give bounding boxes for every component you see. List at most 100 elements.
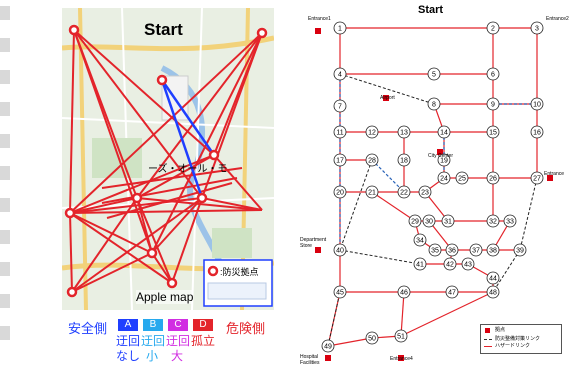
network-node-label: 10 <box>533 102 541 109</box>
label-entrance-right: Entrance <box>544 171 565 177</box>
network-node <box>333 185 347 199</box>
network-node-label: 44 <box>489 276 497 283</box>
network-node-label: 1 <box>338 26 342 33</box>
network-node-label: 19 <box>440 158 448 165</box>
hub-marker <box>547 175 553 181</box>
network-node <box>427 97 441 111</box>
label-entrance1: Entrance1 <box>308 16 331 22</box>
network-node <box>408 214 422 228</box>
network-node-label: 29 <box>411 219 419 226</box>
safe-side-label: 安全側 <box>68 321 108 336</box>
network-node <box>445 285 459 299</box>
danger-side-label: 危険側 <box>226 321 266 336</box>
network-node <box>333 285 347 299</box>
network-node-label: 15 <box>489 130 497 137</box>
network-link <box>339 249 421 265</box>
network-link <box>400 291 405 337</box>
level-a-line2: なし <box>116 349 141 363</box>
network-node-label: 18 <box>400 158 408 165</box>
network-node-label: 14 <box>440 130 448 137</box>
network-node <box>333 67 347 81</box>
network-node-label: 27 <box>533 176 541 183</box>
network-node <box>365 331 379 345</box>
network-node <box>486 67 500 81</box>
network-node-label: 39 <box>516 248 524 255</box>
map-legend-text: :防災拠点 <box>220 267 259 277</box>
margin-stripe <box>0 230 10 244</box>
network-node <box>530 97 544 111</box>
level-d-swatch: D <box>193 319 213 331</box>
network-node-label: 22 <box>400 190 408 197</box>
hub-marker <box>383 95 389 101</box>
network-node-label: 17 <box>336 158 344 165</box>
network-node <box>333 125 347 139</box>
network-node-label: 26 <box>489 176 497 183</box>
network-node <box>486 171 500 185</box>
label-entrance4: Entrance4 <box>390 356 413 362</box>
solid-line-icon <box>484 346 492 347</box>
margin-stripe <box>0 262 10 276</box>
label-department-store: Department Store <box>300 237 327 249</box>
network-node <box>486 21 500 35</box>
network-node <box>455 171 469 185</box>
network-node-label: 7 <box>338 104 342 111</box>
level-a-swatch: A <box>118 319 138 331</box>
hub-marker <box>398 355 404 361</box>
network-node-label: 4 <box>338 72 342 79</box>
hub-marker <box>315 28 321 34</box>
network-node <box>394 329 408 343</box>
network-node <box>437 153 451 167</box>
network-node <box>486 97 500 111</box>
network-node <box>486 243 500 257</box>
network-node-label: 50 <box>368 336 376 343</box>
hub-marker <box>315 247 321 253</box>
map-place-label: ーズ・オール・モ <box>148 164 228 175</box>
level-b-swatch: B <box>143 319 163 331</box>
network-node <box>445 243 459 257</box>
network-node-label: 47 <box>448 290 456 297</box>
network-node <box>413 233 427 247</box>
network-node-label: 40 <box>336 248 344 255</box>
network-node <box>365 125 379 139</box>
label-hospital: Hospital Facilities <box>300 354 320 366</box>
network-node-label: 46 <box>400 290 408 297</box>
network-node-label: 20 <box>336 190 344 197</box>
route-map: Start Apple map ーズ・オール・モ :防災拠点 <box>62 8 274 310</box>
network-node-label: 32 <box>489 219 497 226</box>
network-node <box>365 153 379 167</box>
network-start-title: Start <box>418 4 444 16</box>
network-node-label: 23 <box>421 190 429 197</box>
network-node-label: 28 <box>368 158 376 165</box>
margin-stripe <box>0 38 10 52</box>
dashed-line-icon <box>484 339 492 340</box>
hub-marker <box>437 149 443 155</box>
network-node-label: 9 <box>491 102 495 109</box>
network-node-label: 42 <box>446 262 454 269</box>
legend-solid: ハザードリンク <box>495 343 531 349</box>
network-node-label: 30 <box>425 219 433 226</box>
network-node <box>530 21 544 35</box>
network-node-label: 45 <box>336 290 344 297</box>
label-entrance2: Entrance2 <box>546 16 569 22</box>
network-node <box>333 21 347 35</box>
level-a-line1: 迂回 <box>116 334 141 348</box>
network-link <box>400 291 494 337</box>
label-city-center: City Center <box>428 153 454 159</box>
network-node-label: 3 <box>535 26 539 33</box>
network-node-label: 2 <box>491 26 495 33</box>
network-node <box>422 214 436 228</box>
network-diagram: 1 2 3 4 5 6 7 8 9 10 11 12 13 14 15 16 17 18 19 20 21 22 23 24 2… <box>300 4 569 366</box>
level-c-swatch: C <box>168 319 188 331</box>
network-node-label: 5 <box>432 72 436 79</box>
network-node <box>365 185 379 199</box>
network-node-label: 21 <box>368 190 376 197</box>
network-node-label: 51 <box>397 334 405 341</box>
network-node <box>443 257 457 271</box>
network-node <box>397 125 411 139</box>
network-node-label: 34 <box>416 238 424 245</box>
network-node <box>437 125 451 139</box>
network-node-label: 36 <box>448 248 456 255</box>
network-node-label: 16 <box>533 130 541 137</box>
network-link <box>339 73 435 105</box>
